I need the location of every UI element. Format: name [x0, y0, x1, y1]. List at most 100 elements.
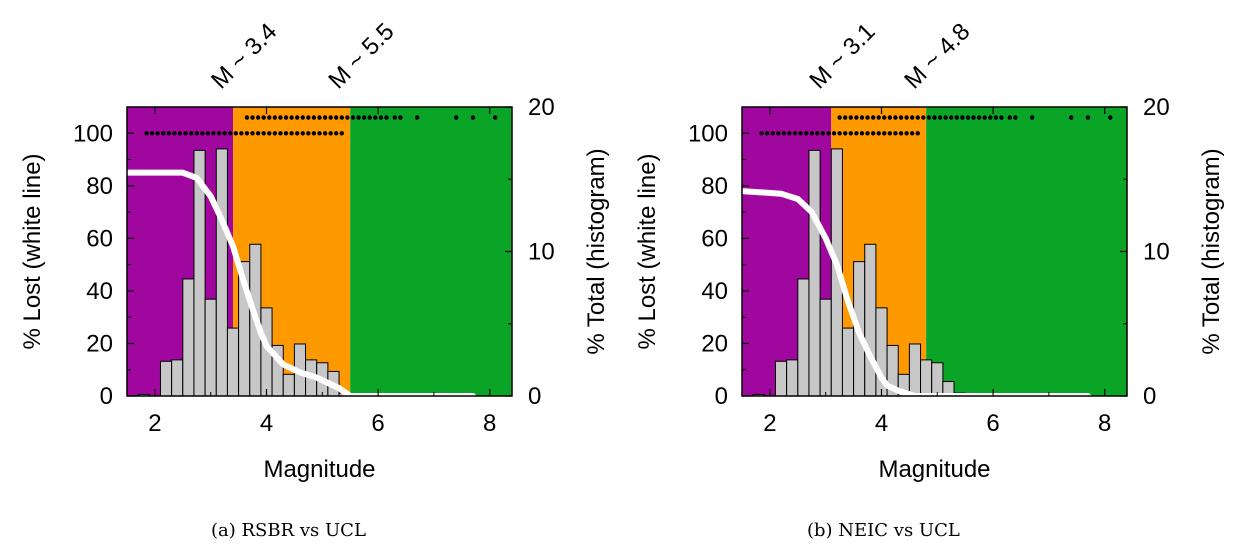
event-dot — [339, 131, 345, 136]
event-dot — [848, 115, 854, 120]
y-right-axis-label: % Total (histogram) — [1198, 148, 1225, 354]
event-dot — [194, 131, 199, 136]
event-dot — [384, 115, 389, 120]
histogram-bar — [182, 278, 195, 397]
event-dot — [843, 115, 848, 120]
histogram-bar — [171, 359, 184, 397]
y-right-tick-label: 10 — [1143, 239, 1170, 266]
event-dot — [155, 131, 160, 136]
y-left-axis-label: % Lost (white line) — [19, 153, 46, 349]
x-tick-label: 4 — [875, 410, 888, 437]
event-dot — [398, 115, 403, 120]
histogram-bar — [864, 243, 877, 397]
event-dot — [345, 115, 350, 120]
event-dot — [311, 115, 317, 120]
event-dot — [887, 115, 893, 120]
y-left-tick-label: 80 — [701, 173, 728, 200]
event-dot — [831, 131, 837, 136]
event-dot — [272, 115, 278, 120]
histogram-bar — [774, 360, 788, 397]
event-dot — [339, 115, 345, 120]
histogram-bar — [908, 343, 922, 397]
event-dot — [267, 131, 272, 136]
event-dot — [367, 115, 372, 120]
event-dot — [454, 115, 459, 120]
event-dot — [306, 115, 311, 120]
event-dot — [921, 115, 926, 120]
event-dot — [311, 131, 317, 136]
event-dot — [837, 131, 842, 136]
histogram-bar — [931, 362, 944, 397]
histogram-bar — [204, 298, 217, 397]
event-dot — [820, 131, 826, 136]
y-right-tick-label: 0 — [528, 383, 541, 410]
x-tick-label: 2 — [763, 410, 776, 437]
event-dot — [361, 115, 367, 120]
event-dot — [926, 115, 932, 120]
event-dot — [882, 131, 887, 136]
event-dot — [915, 131, 920, 136]
histogram-bar — [159, 360, 173, 397]
event-dot — [261, 115, 266, 120]
event-dot — [183, 131, 188, 136]
event-dot — [317, 131, 322, 136]
event-dot — [982, 115, 987, 120]
event-dot — [943, 115, 948, 120]
event-dot — [322, 115, 328, 120]
x-tick-label: 6 — [986, 410, 999, 437]
event-dot — [954, 115, 960, 120]
lost-line — [124, 169, 476, 399]
event-dot — [414, 115, 420, 120]
region-3 — [926, 107, 1127, 396]
y-right-tick-label: 20 — [1143, 94, 1170, 121]
event-dot — [1069, 115, 1074, 120]
histogram-bar — [226, 327, 240, 397]
event-dot — [803, 131, 809, 136]
event-dot — [909, 115, 915, 120]
y-left-tick-label: 100 — [688, 120, 728, 147]
event-dot — [854, 115, 859, 120]
event-dot — [965, 115, 971, 120]
event-dot — [233, 131, 239, 136]
event-dot — [976, 115, 982, 120]
threshold-label: M ~ 3.4 — [206, 18, 282, 94]
event-dot — [1085, 115, 1091, 120]
event-dot — [865, 115, 870, 120]
lost-line — [739, 188, 1091, 399]
event-dot — [999, 115, 1004, 120]
event-dot — [843, 131, 848, 136]
event-dot — [859, 115, 865, 120]
x-tick-label: 2 — [148, 410, 161, 437]
event-dot — [893, 115, 898, 120]
y-left-tick-label: 0 — [715, 383, 728, 410]
event-dot — [770, 131, 775, 136]
event-dot — [781, 131, 787, 136]
threshold-label: M ~ 4.8 — [899, 18, 975, 94]
histogram-bar — [786, 359, 799, 397]
event-dot — [216, 131, 222, 136]
y-right-tick-label: 10 — [528, 239, 555, 266]
event-dot — [1108, 115, 1113, 120]
event-dot — [792, 131, 798, 136]
event-dot — [949, 115, 954, 120]
event-dot — [887, 131, 893, 136]
x-tick-label: 4 — [260, 410, 273, 437]
event-dot — [289, 115, 294, 120]
y-left-tick-label: 0 — [100, 383, 113, 410]
event-dot — [328, 131, 333, 136]
event-dot — [278, 131, 283, 136]
histogram-bar — [841, 327, 855, 397]
histogram-bar — [282, 373, 295, 397]
event-dot — [255, 131, 261, 136]
histogram-bar — [797, 278, 810, 397]
event-dot — [854, 131, 859, 136]
event-dot — [915, 115, 920, 120]
event-dot — [244, 115, 250, 120]
event-dot — [798, 131, 803, 136]
event-dot — [177, 131, 183, 136]
event-dot — [1013, 115, 1018, 120]
event-dot — [172, 131, 177, 136]
event-dot — [250, 131, 255, 136]
